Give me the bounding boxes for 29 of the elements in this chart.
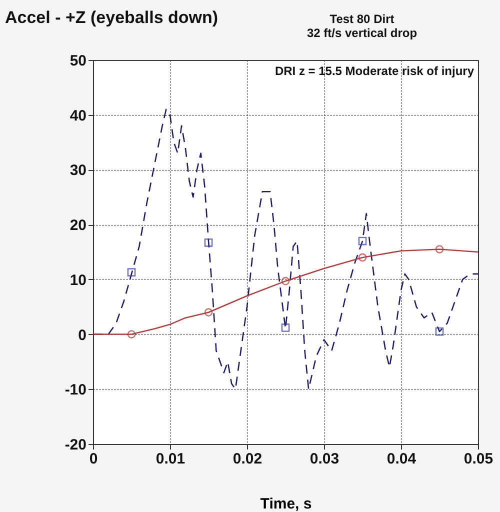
y-tick-label: -10 bbox=[64, 382, 86, 399]
point bbox=[281, 276, 290, 286]
y-tick-label: 20 bbox=[70, 217, 86, 234]
chart-title: Accel - +Z (eyeballs down) bbox=[5, 8, 218, 27]
point bbox=[435, 327, 444, 336]
point bbox=[127, 330, 136, 338]
point bbox=[358, 253, 367, 262]
point bbox=[204, 308, 213, 317]
y-tick-label: -20 bbox=[64, 436, 86, 454]
annotation: DRI z = 15.5 Moderate risk of injury bbox=[274, 64, 474, 78]
y-tick-label: 0 bbox=[78, 326, 86, 344]
x-tick-label: 0.03 bbox=[310, 450, 340, 468]
point bbox=[435, 245, 444, 254]
x-tick-label: 0.01 bbox=[156, 450, 186, 468]
x-tick-label: 0.05 bbox=[464, 450, 494, 468]
line-series bbox=[92, 248, 479, 335]
x-axis-title: Time, s bbox=[260, 496, 312, 512]
y-tick-label: 30 bbox=[70, 162, 86, 180]
x-tick-label: 0.02 bbox=[232, 450, 262, 468]
x-tick-label: 0.04 bbox=[386, 450, 417, 468]
point bbox=[358, 236, 367, 246]
x-tick-label: 0 bbox=[89, 450, 98, 468]
y-tick-label: 40 bbox=[70, 107, 86, 124]
point bbox=[281, 324, 290, 332]
y-tick-label: 50 bbox=[70, 52, 86, 70]
chart-subtitle: Test 80 Dirt 32 ft/s vertical drop bbox=[306, 12, 418, 40]
y-tick-label: 10 bbox=[70, 272, 86, 289]
point bbox=[127, 268, 136, 276]
point bbox=[204, 238, 213, 247]
